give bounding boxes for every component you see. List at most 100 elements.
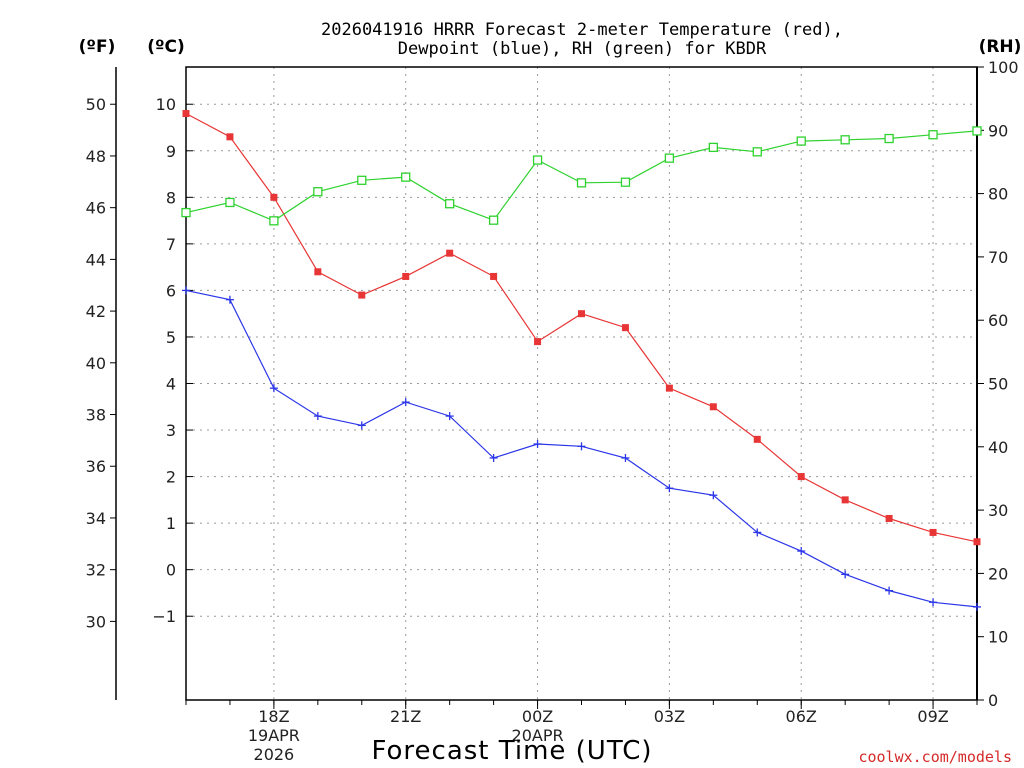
rh-tick-label: 80 bbox=[988, 185, 1008, 204]
celsius-tick-label: 7 bbox=[166, 235, 176, 254]
celsius-tick-label: 5 bbox=[166, 328, 176, 347]
fahrenheit-tick-label: 42 bbox=[86, 302, 106, 321]
rh-point bbox=[752, 147, 762, 157]
celsius-tick-label: 0 bbox=[166, 561, 176, 580]
rh-point bbox=[181, 207, 191, 218]
temperature-point bbox=[182, 110, 190, 118]
dewpoint-point bbox=[182, 286, 190, 295]
dewpoint-point bbox=[269, 384, 278, 393]
temperature-point bbox=[578, 310, 585, 318]
temperature-point bbox=[973, 538, 981, 546]
rh-unit-label: (RH) bbox=[979, 37, 1022, 57]
fahrenheit-tick-label: 46 bbox=[86, 199, 106, 218]
rh-tick-label: 100 bbox=[988, 58, 1019, 77]
rh-point bbox=[576, 178, 587, 188]
temperature-point bbox=[665, 384, 673, 392]
axes bbox=[110, 66, 984, 709]
fahrenheit-tick-label: 40 bbox=[86, 354, 106, 373]
rh-point bbox=[445, 199, 455, 209]
rh-tick-label: 60 bbox=[988, 311, 1008, 330]
temperature-point bbox=[402, 272, 410, 280]
chart-title-line2: Dewpoint (blue), RH (green) for KBDR bbox=[398, 39, 767, 59]
temperature-point bbox=[534, 338, 542, 346]
dewpoint-point bbox=[665, 484, 674, 493]
celsius-unit-label: (ºC) bbox=[147, 37, 185, 57]
rh-point bbox=[401, 172, 411, 182]
rh-point bbox=[620, 177, 631, 187]
gridlines bbox=[186, 67, 977, 700]
celsius-tick-label: −1 bbox=[152, 607, 176, 626]
temperature-point bbox=[490, 272, 498, 280]
temperature-point bbox=[753, 435, 761, 443]
rh-point bbox=[357, 175, 367, 185]
fahrenheit-tick-label: 50 bbox=[86, 95, 106, 114]
celsius-tick-label: 3 bbox=[166, 421, 176, 440]
rh-point bbox=[532, 155, 543, 165]
x-tick-label: 00Z bbox=[522, 707, 553, 726]
temperature-point bbox=[885, 514, 893, 522]
rh-point bbox=[708, 142, 718, 153]
dewpoint-point bbox=[445, 412, 454, 421]
rh-tick-label: 20 bbox=[988, 564, 1008, 583]
temperature-point bbox=[358, 291, 366, 299]
dewpoint-point bbox=[313, 412, 322, 421]
temperature-point bbox=[929, 528, 937, 536]
dewpoint-point bbox=[885, 586, 894, 595]
temperature-point bbox=[709, 403, 717, 411]
celsius-tick-label: 10 bbox=[156, 95, 176, 114]
dewpoint-point bbox=[709, 491, 718, 500]
tick-labels: −101234567891030323436384042444648500102… bbox=[86, 58, 1019, 764]
temperature-point bbox=[226, 133, 234, 141]
x-tick-label: 21Z bbox=[390, 707, 421, 726]
temperature-point bbox=[314, 268, 322, 276]
rh-point bbox=[269, 216, 279, 226]
celsius-tick-label: 4 bbox=[166, 375, 176, 394]
dewpoint-point bbox=[841, 570, 850, 579]
temperature-point bbox=[270, 193, 278, 201]
rh-tick-label: 10 bbox=[988, 628, 1008, 647]
rh-point bbox=[488, 215, 499, 225]
dewpoint-point bbox=[489, 453, 498, 462]
dewpoint-point bbox=[753, 528, 762, 537]
rh-point bbox=[796, 136, 806, 146]
x-tick-label: 18Z bbox=[258, 707, 289, 726]
dewpoint-point bbox=[973, 602, 981, 611]
celsius-tick-label: 9 bbox=[166, 142, 176, 161]
dewpoint-point bbox=[929, 598, 938, 607]
dewpoint-point bbox=[533, 440, 542, 449]
celsius-tick-label: 2 bbox=[166, 468, 176, 487]
rh-tick-label: 40 bbox=[988, 438, 1008, 457]
temperature-point bbox=[797, 473, 805, 481]
credit-text: coolwx.com/models bbox=[858, 748, 1012, 766]
dewpoint-point bbox=[577, 442, 586, 451]
rh-line bbox=[185, 130, 978, 222]
dewpoint-point bbox=[401, 398, 410, 407]
fahrenheit-unit-label: (ºF) bbox=[79, 37, 116, 57]
x-tick-label: 09Z bbox=[917, 707, 948, 726]
rh-point bbox=[225, 197, 235, 208]
temperature-point bbox=[841, 496, 849, 504]
rh-point bbox=[884, 133, 894, 144]
chart-title-line1: 2026041916 HRRR Forecast 2-meter Tempera… bbox=[321, 20, 843, 40]
celsius-tick-label: 8 bbox=[166, 188, 176, 207]
fahrenheit-tick-label: 32 bbox=[86, 561, 106, 580]
celsius-tick-label: 1 bbox=[166, 514, 176, 533]
dewpoint-point bbox=[357, 421, 366, 430]
rh-point bbox=[840, 135, 850, 145]
rh-point bbox=[664, 153, 675, 163]
fahrenheit-tick-label: 30 bbox=[86, 612, 106, 631]
rh-tick-label: 70 bbox=[988, 248, 1008, 267]
rh-tick-label: 50 bbox=[988, 375, 1008, 394]
x-axis-label: Forecast Time (UTC) bbox=[371, 736, 652, 766]
x-tick-date: 20APR bbox=[512, 726, 564, 745]
rh-point bbox=[972, 126, 982, 136]
dewpoint-point bbox=[621, 453, 630, 462]
temperature-line bbox=[185, 112, 978, 543]
dewpoint-point bbox=[225, 295, 234, 304]
fahrenheit-tick-label: 36 bbox=[86, 457, 106, 476]
series-markers bbox=[181, 110, 982, 611]
series-lines bbox=[185, 112, 978, 608]
fahrenheit-tick-label: 38 bbox=[86, 406, 106, 425]
x-tick-label: 03Z bbox=[654, 707, 685, 726]
